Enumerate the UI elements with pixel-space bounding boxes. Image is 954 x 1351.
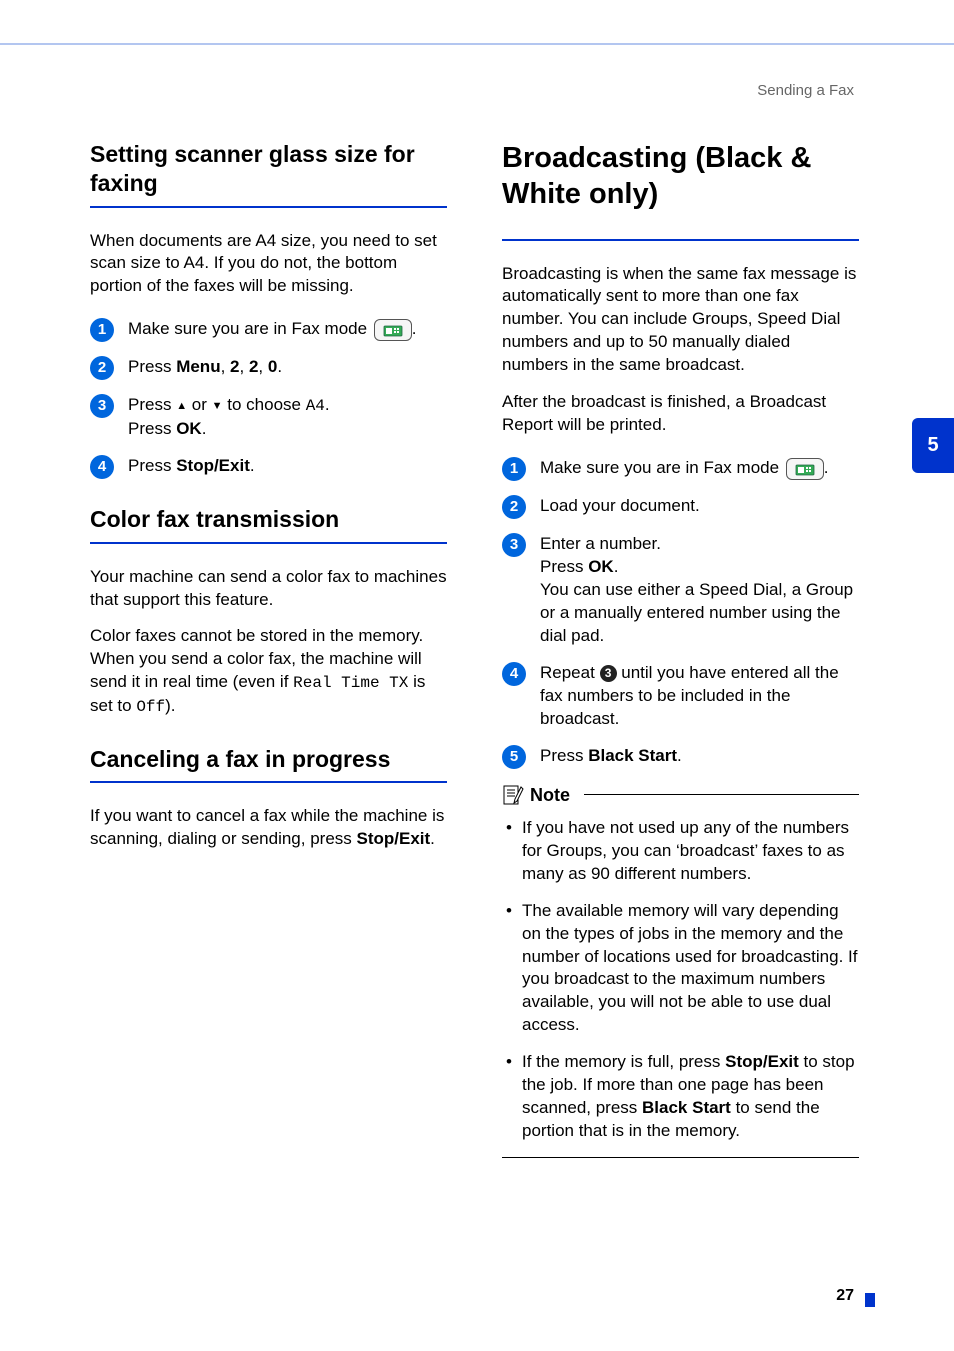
section3-title: Canceling a fax in progress	[90, 745, 447, 774]
rstep-number-4: 4	[502, 662, 526, 686]
section1-rule	[90, 206, 447, 208]
note-close-rule	[502, 1157, 859, 1158]
right-column: Broadcasting (Black & White only) Broadc…	[502, 140, 859, 1158]
page-number: 27	[836, 1285, 854, 1307]
rstep2-body: Load your document.	[540, 495, 859, 518]
right-title: Broadcasting (Black & White only)	[502, 140, 859, 213]
rstep-2: 2 Load your document.	[502, 495, 859, 519]
step-2: 2 Press Menu, 2, 2, 0.	[90, 356, 447, 380]
section2-title: Color fax transmission	[90, 505, 447, 534]
section2-p1: Your machine can send a color fax to mac…	[90, 566, 447, 612]
note-list: If you have not used up any of the numbe…	[506, 817, 859, 1143]
note-item-3: If the memory is full, press Stop/Exit t…	[506, 1051, 859, 1143]
rstep-number-1: 1	[502, 457, 526, 481]
section3-p1: If you want to cancel a fax while the ma…	[90, 805, 447, 851]
note-label: Note	[530, 783, 570, 807]
step-3: 3 Press or to choose A4. Press OK.	[90, 394, 447, 441]
rstep-5: 5 Press Black Start.	[502, 745, 859, 769]
ref-step-3-icon: 3	[600, 665, 617, 682]
step-number-3: 3	[90, 394, 114, 418]
rstep1-body: Make sure you are in Fax mode .	[540, 457, 859, 480]
content-columns: Setting scanner glass size for faxing Wh…	[90, 140, 859, 1158]
top-border	[0, 43, 954, 45]
section3-rule	[90, 781, 447, 783]
note-rule	[584, 794, 859, 795]
rstep-3: 3 Enter a number. Press OK. You can use …	[502, 533, 859, 648]
note-pencil-icon	[502, 784, 524, 806]
page-header-breadcrumb: Sending a Fax	[757, 81, 854, 101]
section2-p2: Color faxes cannot be stored in the memo…	[90, 625, 447, 718]
step1-body: Make sure you are in Fax mode .	[128, 318, 447, 341]
chapter-tab: 5	[912, 418, 954, 473]
step4-body: Press Stop/Exit.	[128, 455, 447, 478]
rstep4-body: Repeat 3 until you have entered all the …	[540, 662, 859, 731]
section1-title: Setting scanner glass size for faxing	[90, 140, 447, 198]
left-column: Setting scanner glass size for faxing Wh…	[90, 140, 447, 1158]
rstep3-body: Enter a number. Press OK. You can use ei…	[540, 533, 859, 648]
right-rule	[502, 239, 859, 241]
section1-steps: 1 Make sure you are in Fax mode . 2 Pres…	[90, 318, 447, 479]
note-item-2: The available memory will vary depending…	[506, 900, 859, 1038]
note-item-1: If you have not used up any of the numbe…	[506, 817, 859, 886]
rstep5-body: Press Black Start.	[540, 745, 859, 768]
section2-rule	[90, 542, 447, 544]
rstep-number-3: 3	[502, 533, 526, 557]
page-number-marker	[865, 1293, 875, 1307]
step-number-1: 1	[90, 318, 114, 342]
step2-body: Press Menu, 2, 2, 0.	[128, 356, 447, 379]
chapter-tab-label: 5	[927, 432, 938, 459]
right-p1: Broadcasting is when the same fax messag…	[502, 263, 859, 378]
section1-intro: When documents are A4 size, you need to …	[90, 230, 447, 299]
step-number-4: 4	[90, 455, 114, 479]
right-steps: 1 Make sure you are in Fax mode . 2 Load…	[502, 457, 859, 769]
arrow-down-icon	[212, 395, 223, 414]
rstep-number-5: 5	[502, 745, 526, 769]
step3-body: Press or to choose A4. Press OK.	[128, 394, 447, 441]
fax-mode-icon	[374, 319, 412, 341]
step-4: 4 Press Stop/Exit.	[90, 455, 447, 479]
note-heading: Note	[502, 783, 859, 807]
rstep-1: 1 Make sure you are in Fax mode .	[502, 457, 859, 481]
step-number-2: 2	[90, 356, 114, 380]
fax-mode-icon	[786, 458, 824, 480]
arrow-up-icon	[176, 395, 187, 414]
rstep-4: 4 Repeat 3 until you have entered all th…	[502, 662, 859, 731]
right-p2: After the broadcast is finished, a Broad…	[502, 391, 859, 437]
step-1: 1 Make sure you are in Fax mode .	[90, 318, 447, 342]
rstep-number-2: 2	[502, 495, 526, 519]
